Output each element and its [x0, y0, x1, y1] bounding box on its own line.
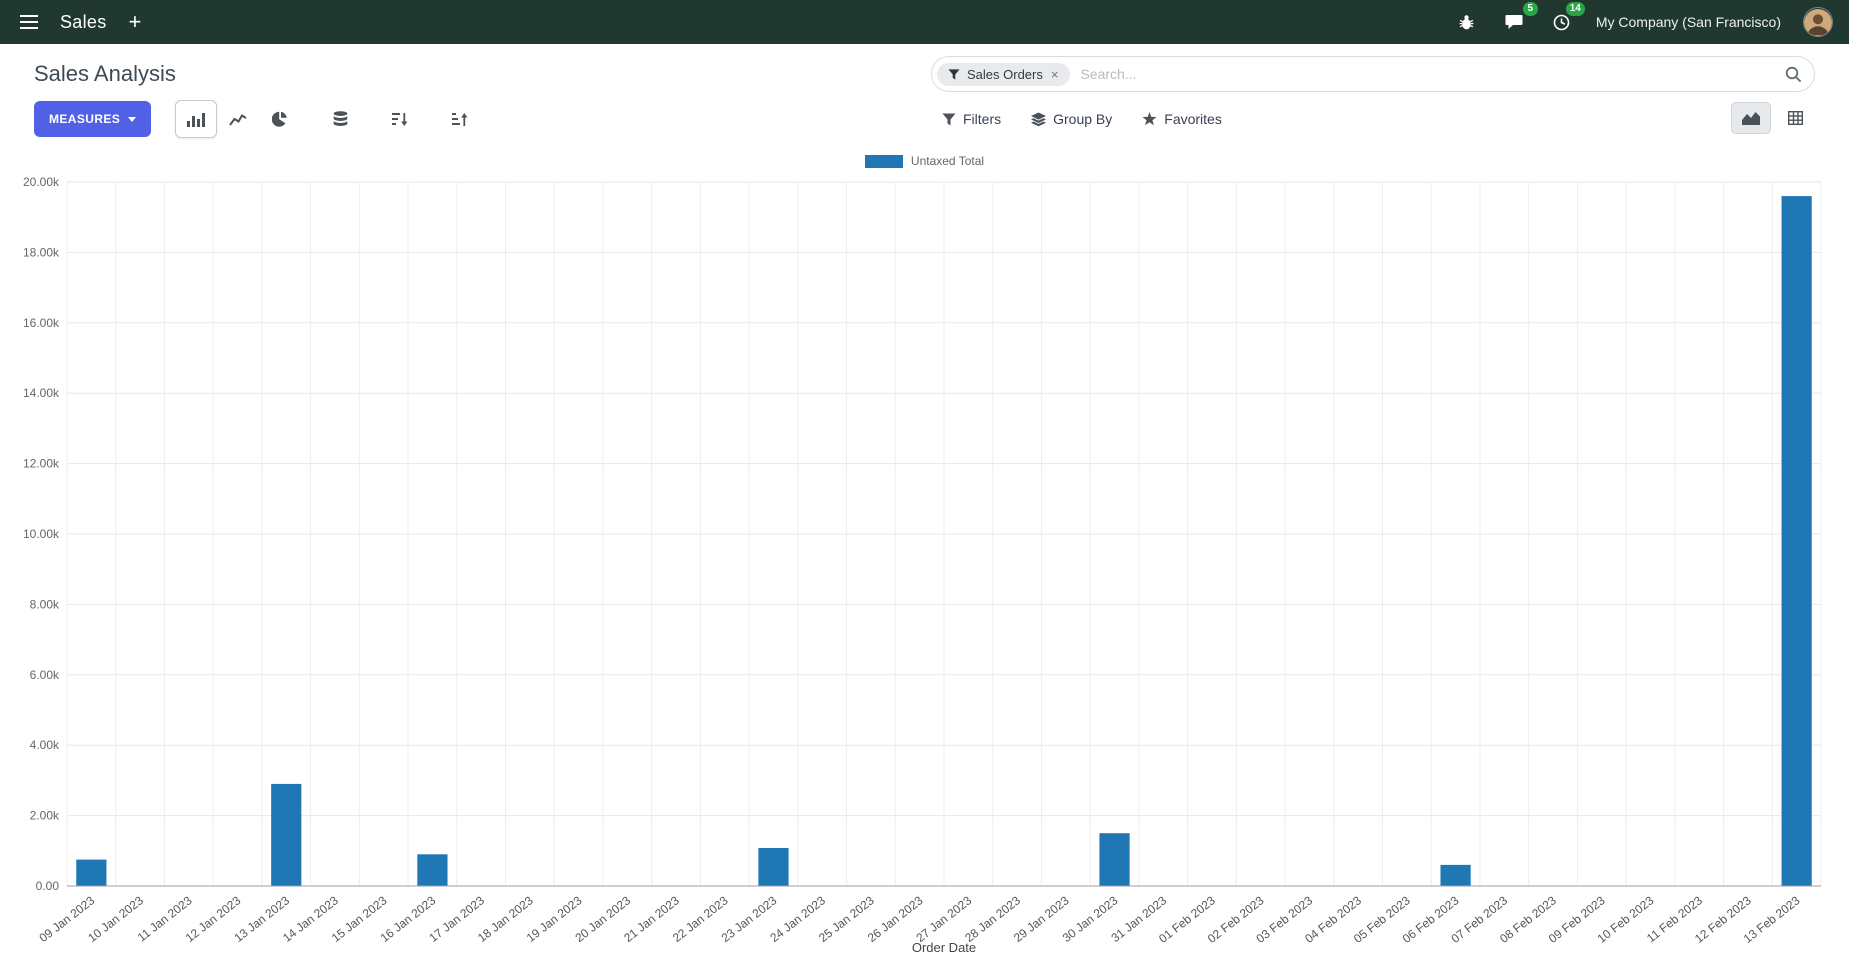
svg-text:20.00k: 20.00k [23, 175, 60, 189]
line-chart-icon [229, 112, 247, 127]
legend-swatch [864, 154, 903, 168]
chart-type-switcher [175, 100, 301, 138]
legend-label: Untaxed Total [910, 154, 985, 168]
favorites-button[interactable]: Favorites [1142, 111, 1222, 127]
svg-text:10.00k: 10.00k [23, 527, 60, 541]
sort-descending-button[interactable] [379, 100, 421, 138]
activities-icon[interactable]: 14 [1549, 1, 1585, 35]
company-switcher[interactable]: My Company (San Francisco) [1595, 14, 1781, 30]
search-input[interactable] [1070, 66, 1785, 82]
stacked-button[interactable] [319, 100, 361, 138]
page-title: Sales Analysis [34, 61, 176, 86]
chart-legend: Untaxed Total [16, 148, 1833, 174]
measures-label: MEASURES [49, 112, 121, 126]
app-name[interactable]: Sales [60, 11, 107, 32]
chart-area: Untaxed Total 0.00 2.00k 4.00k 6.00k 8.00k 10… [0, 148, 1849, 958]
svg-text:8.00k: 8.00k [30, 597, 60, 611]
favorites-label: Favorites [1164, 111, 1222, 127]
pie-chart-icon [272, 111, 288, 127]
stacked-icon [333, 111, 348, 127]
filters-button[interactable]: Filters [942, 111, 1001, 127]
bug-icon[interactable] [1454, 10, 1479, 35]
search-bar[interactable]: Sales Orders × [931, 56, 1815, 92]
activities-badge: 14 [1565, 1, 1585, 16]
svg-text:14.00k: 14.00k [23, 386, 60, 400]
search-facet[interactable]: Sales Orders × [937, 62, 1071, 86]
svg-text:0.00: 0.00 [36, 879, 60, 893]
svg-text:16.00k: 16.00k [23, 316, 60, 330]
svg-text:2.00k: 2.00k [30, 809, 60, 823]
pivot-view-icon [1787, 111, 1803, 125]
filter-icon [948, 68, 960, 80]
search-facet-label: Sales Orders [967, 66, 1043, 82]
messages-icon[interactable]: 5 [1501, 2, 1538, 34]
pivot-view-button[interactable] [1775, 102, 1815, 134]
svg-text:6.00k: 6.00k [30, 668, 60, 682]
graph-view-icon [1742, 111, 1760, 125]
messages-badge: 5 [1522, 2, 1538, 16]
apps-menu-icon[interactable] [16, 11, 42, 33]
plus-icon[interactable]: + [125, 7, 146, 37]
sales-analysis-bar-chart[interactable]: 0.00 2.00k 4.00k 6.00k 8.00k 10.00k 12.00k 14.0… [16, 174, 1833, 958]
sort-ascending-button[interactable] [439, 100, 481, 138]
graph-view-button[interactable] [1731, 102, 1771, 134]
group-by-button[interactable]: Group By [1031, 111, 1112, 127]
search-options: Filters Group By Favorites [942, 100, 1222, 138]
chevron-down-icon [128, 116, 137, 122]
control-panel: Sales Analysis Sales Orders × MEASURES [0, 44, 1849, 148]
svg-text:4.00k: 4.00k [30, 738, 60, 752]
group-by-icon [1031, 111, 1047, 127]
top-navbar: Sales + 5 14 My Company (San Francisco) [0, 0, 1849, 44]
search-icon[interactable] [1785, 66, 1802, 83]
filter-icon [942, 113, 956, 126]
measures-button[interactable]: MEASURES [34, 101, 152, 137]
group-by-label: Group By [1053, 111, 1113, 127]
pie-chart-button[interactable] [259, 100, 301, 138]
sort-descending-icon [392, 112, 408, 127]
line-chart-button[interactable] [217, 100, 259, 138]
filters-label: Filters [963, 111, 1002, 127]
svg-text:12.00k: 12.00k [23, 457, 60, 471]
facet-remove-icon[interactable]: × [1050, 66, 1059, 82]
user-avatar[interactable] [1803, 7, 1833, 37]
svg-text:18.00k: 18.00k [23, 245, 60, 259]
view-switcher [1731, 102, 1815, 134]
bar-chart-button[interactable] [175, 100, 218, 138]
bar-chart-icon [187, 112, 206, 127]
svg-text:Order Date: Order Date [912, 940, 976, 955]
favorites-icon [1142, 112, 1157, 126]
sort-ascending-icon [452, 112, 468, 127]
